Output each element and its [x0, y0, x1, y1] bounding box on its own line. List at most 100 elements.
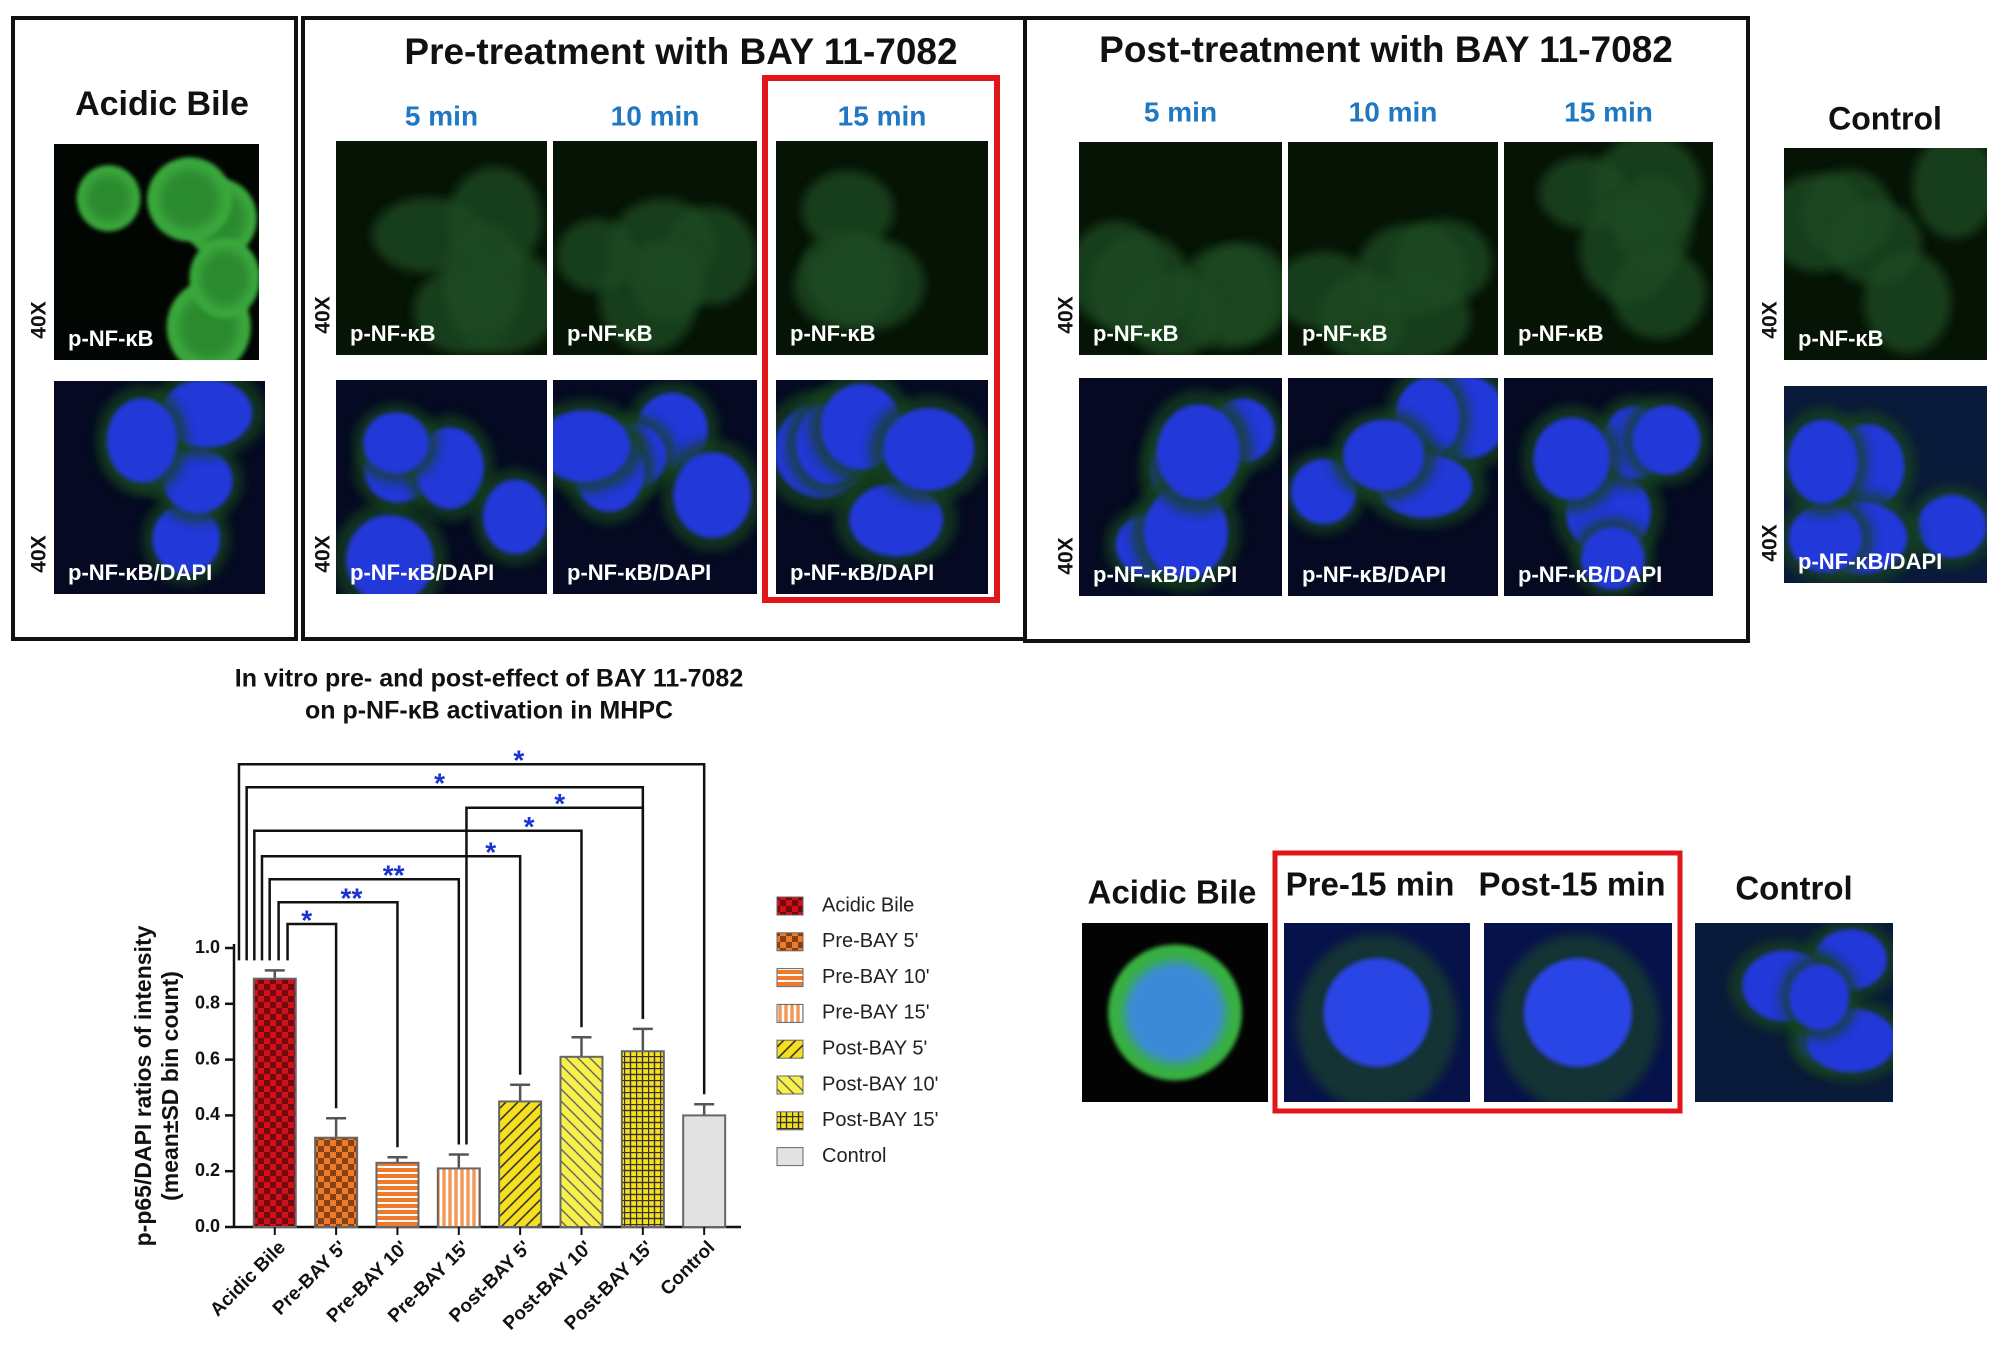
cell: [1864, 251, 1951, 354]
micrograph: [1079, 378, 1282, 596]
time-label: 5 min: [1144, 96, 1217, 127]
significance-bracket: [245, 785, 645, 1019]
significance-bracket: [253, 829, 583, 1028]
cell: [632, 240, 706, 321]
legend-label: Post-BAY 15': [822, 1109, 938, 1131]
bar: [252, 977, 297, 1228]
significance-bracket: [260, 855, 522, 1075]
nucleus: [346, 514, 434, 594]
bar: [559, 1055, 604, 1229]
significance-label: **: [341, 883, 363, 914]
legend-swatch: [776, 1039, 804, 1059]
bar: [682, 1114, 727, 1229]
micrograph: [54, 381, 265, 594]
micrograph: [1288, 142, 1498, 355]
cell: [1611, 248, 1706, 339]
micrograph: [1504, 142, 1713, 355]
stain-label: p-NF-κB: [1798, 326, 1884, 351]
stain-label: p-NF-κB: [1302, 321, 1388, 346]
legend-label: Post-BAY 5': [822, 1037, 927, 1059]
time-label: 10 min: [611, 100, 700, 131]
nucleus: [1343, 419, 1425, 491]
cell: [1288, 251, 1375, 330]
micrograph: [336, 141, 547, 355]
significance-bracket: [268, 878, 461, 1145]
stain-label: p-NF-κB/DAPI: [1798, 549, 1942, 574]
significance-bracket: [237, 762, 706, 1095]
magnification: 40X: [1055, 296, 1078, 333]
legend-swatch: [776, 1003, 804, 1023]
panel-title: Control: [1828, 100, 1942, 136]
nucleus: [1917, 494, 1987, 558]
significance-label: *: [485, 837, 496, 868]
cell: [556, 219, 637, 292]
nucleus: [883, 407, 975, 491]
cell-core: [86, 175, 131, 222]
magnification: 40X: [312, 296, 335, 333]
highlight-box: [762, 75, 1000, 603]
panel-title: Post-treatment with BAY 11-7082: [1099, 29, 1673, 70]
nucleus: [363, 412, 429, 474]
nucleus: [553, 410, 631, 483]
stain-label: p-NF-κB/DAPI: [68, 560, 212, 585]
significance-bracket: [277, 901, 399, 1148]
magnification: 40X: [1759, 524, 1782, 561]
panel-frame: [1023, 16, 1750, 643]
y-tick-label: 0.0: [195, 1216, 220, 1236]
significance-label: *: [524, 811, 535, 842]
zoom-label: Control: [1735, 870, 1852, 907]
stain-label: p-NF-κB: [1518, 321, 1604, 346]
legend-swatch: [776, 1075, 804, 1095]
stain-label: p-NF-κB: [350, 321, 436, 346]
nucleus: [673, 452, 752, 539]
micrograph: [1484, 923, 1672, 1102]
magnification: 40X: [1759, 301, 1782, 338]
legend-label: Post-BAY 10': [822, 1073, 938, 1095]
nucleus: [106, 398, 178, 483]
micrograph: [1784, 386, 1987, 583]
bar: [314, 1136, 359, 1228]
bar: [436, 1167, 481, 1229]
zoom-label: Acidic Bile: [1088, 874, 1257, 911]
cell: [1614, 175, 1693, 275]
significance-bracket: [286, 922, 338, 1109]
legend-swatch: [776, 932, 804, 952]
y-tick-label: 0.2: [195, 1160, 220, 1180]
magnification: 40X: [312, 535, 335, 572]
highlight-box: [1272, 850, 1683, 1114]
magnification: 40X: [1055, 537, 1078, 574]
micrograph: [1695, 923, 1893, 1102]
stain-label: p-NF-κB/DAPI: [790, 560, 934, 585]
y-axis-label: p-p65/DAPI ratios of intensity: [130, 925, 156, 1246]
stain-label: p-NF-κB: [790, 321, 876, 346]
significance-label: *: [434, 768, 445, 799]
time-label: 15 min: [838, 100, 927, 131]
y-axis-label: (mean±SD bin count): [157, 971, 183, 1201]
legend-swatch: [776, 1147, 804, 1167]
stain-label: p-NF-κB: [68, 326, 154, 351]
micrograph: [336, 380, 547, 594]
zoom-label: Post-15 min: [1478, 866, 1665, 903]
cell: [812, 237, 925, 331]
cell-core: [200, 250, 250, 307]
legend-label: Pre-BAY 15': [822, 1002, 930, 1024]
legend-swatch: [776, 1111, 804, 1131]
time-label: 10 min: [1349, 96, 1438, 127]
nucleus: [1124, 961, 1226, 1064]
legend-swatch: [776, 896, 804, 916]
cell: [442, 223, 525, 332]
magnification: 40X: [28, 535, 51, 572]
legend-label: Pre-BAY 10': [822, 966, 930, 988]
bar: [375, 1161, 420, 1228]
significance-label: *: [513, 745, 524, 776]
y-tick-label: 0.6: [195, 1048, 220, 1068]
nucleus: [1581, 527, 1645, 590]
chart-title: on p-NF-κB activation in MHPC: [305, 697, 673, 725]
y-tick-label: 1.0: [195, 937, 220, 957]
stain-label: p-NF-κB/DAPI: [350, 560, 494, 585]
nucleus: [1533, 417, 1610, 500]
micrograph: [553, 380, 757, 594]
legend-label: Acidic Bile: [822, 894, 914, 916]
micrograph: [1284, 923, 1470, 1102]
